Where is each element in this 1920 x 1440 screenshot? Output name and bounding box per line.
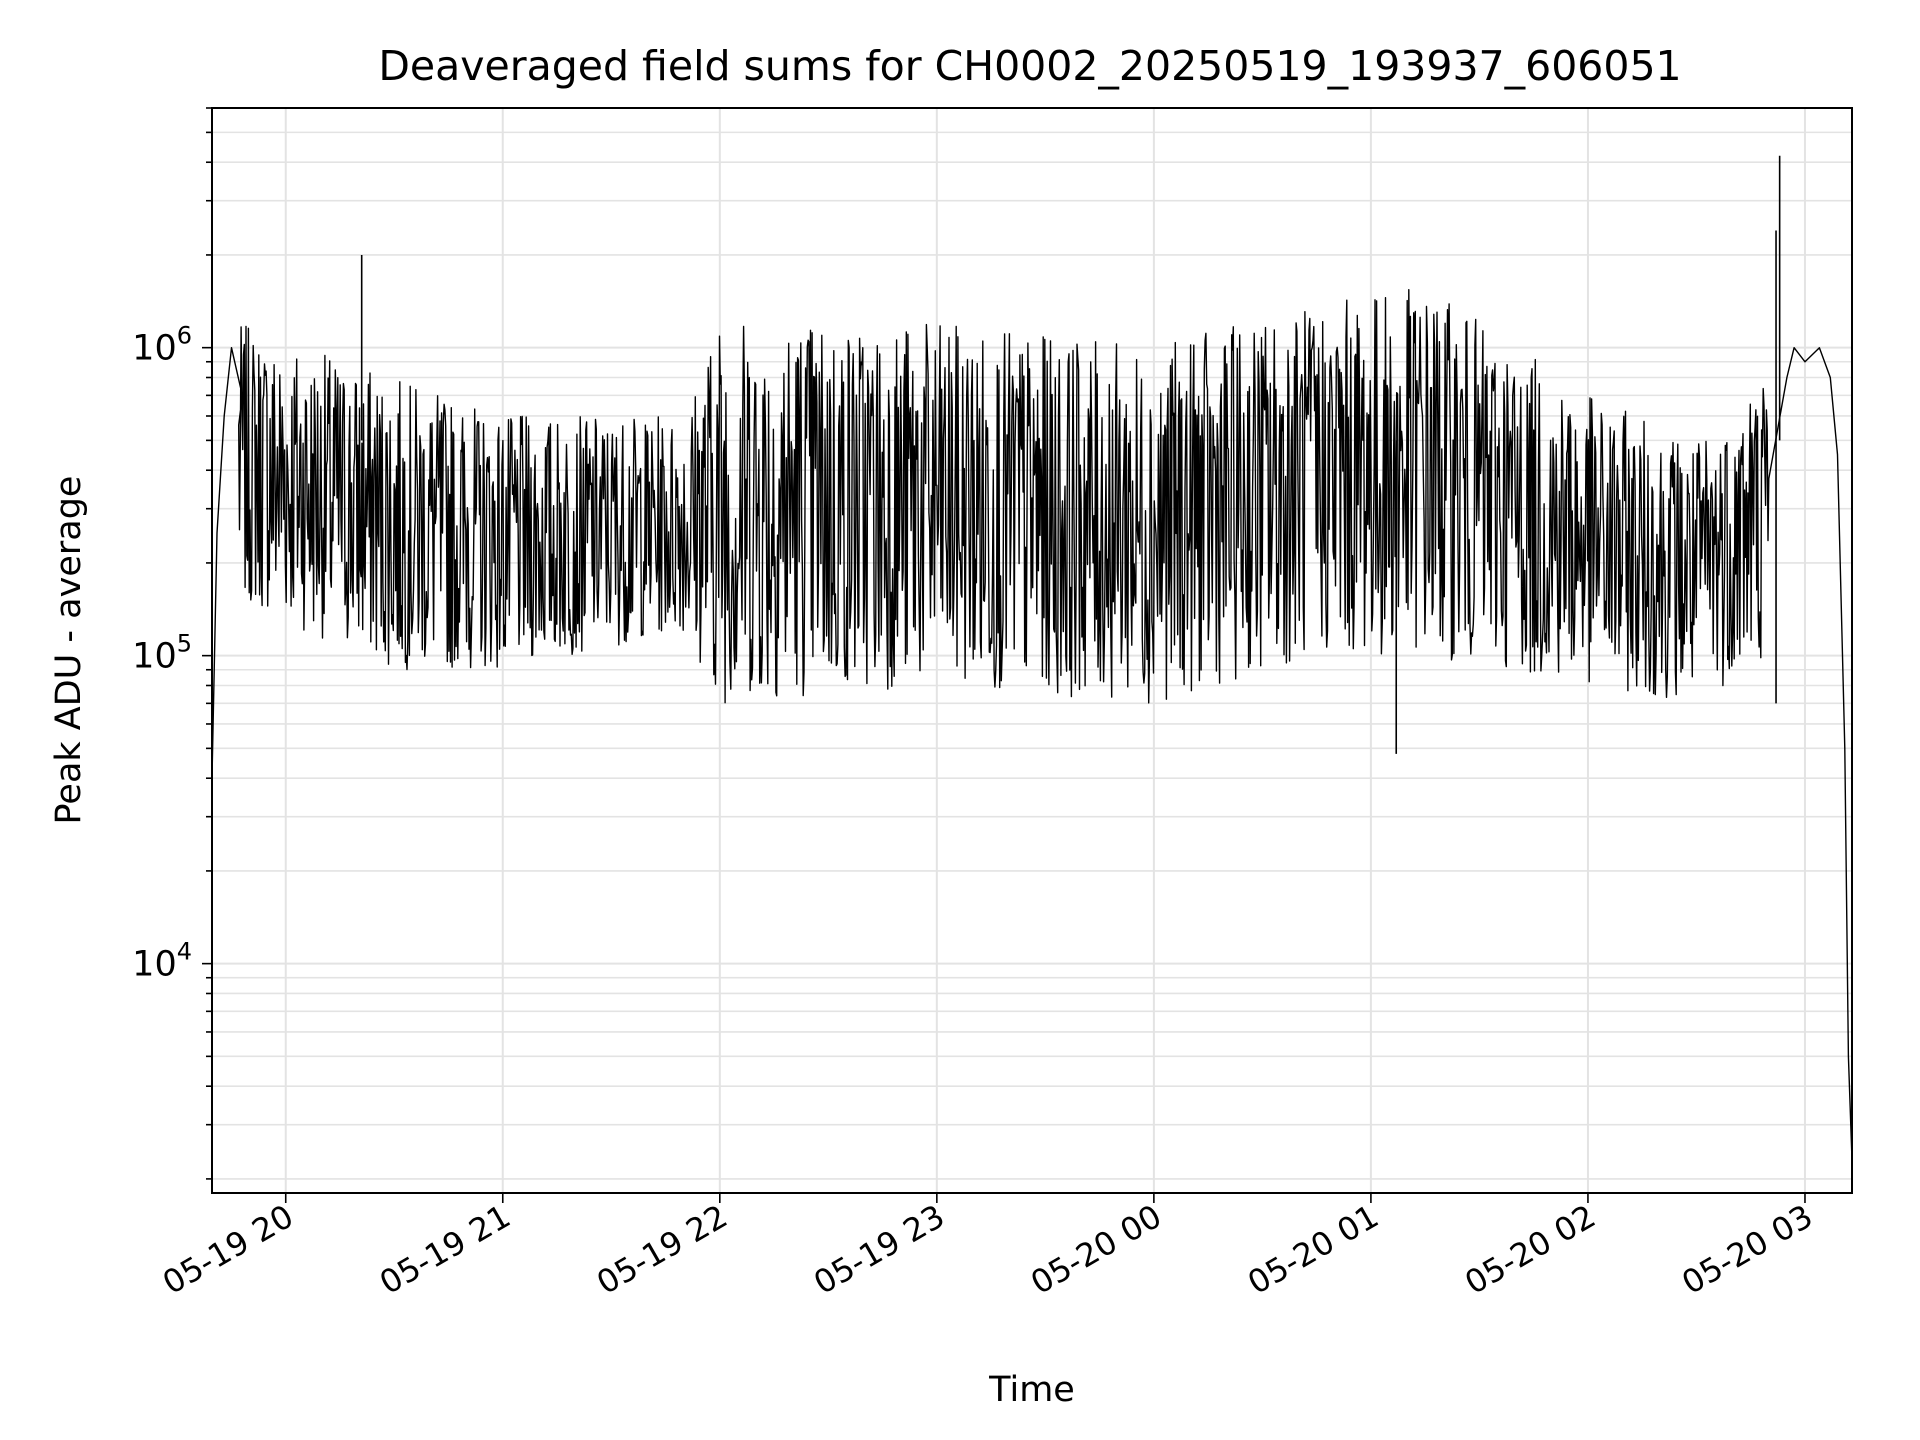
series-trace (211, 289, 1853, 1161)
plot-area-frame (211, 107, 1853, 1194)
grid-lines (212, 107, 1852, 1193)
chart-title: Deaveraged field sums for CH0002_2025051… (378, 42, 1681, 90)
y-tick-label: 104 (132, 938, 192, 985)
series-line (211, 155, 1853, 1161)
y-axis-label: Peak ADU - average (49, 476, 89, 825)
y-tick-label: 106 (132, 322, 192, 369)
y-tick-label: 105 (132, 630, 192, 677)
x-axis-label: Time (988, 1370, 1075, 1410)
